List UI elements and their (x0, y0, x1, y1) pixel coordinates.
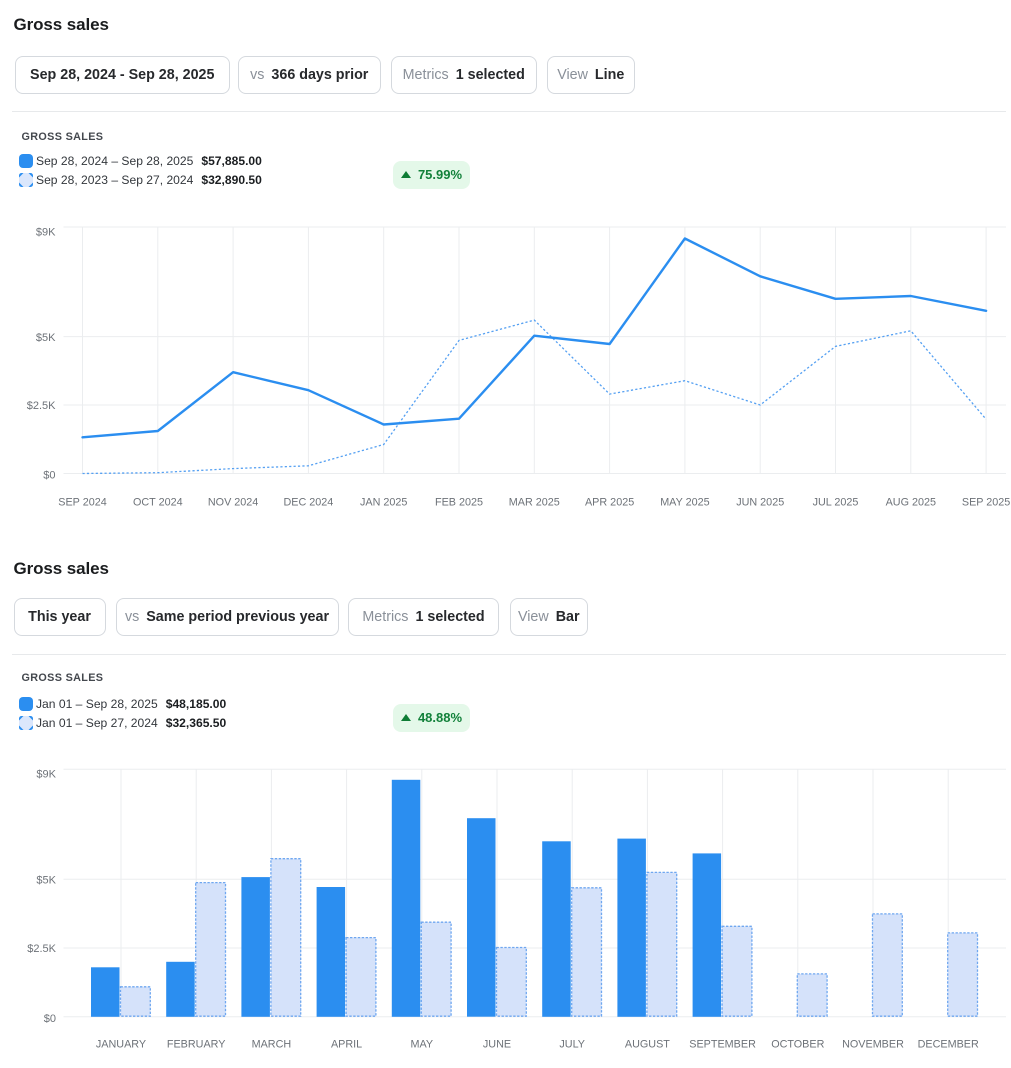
svg-text:FEB 2025: FEB 2025 (435, 497, 483, 509)
svg-text:MAY: MAY (410, 1038, 433, 1050)
svg-text:$5K: $5K (36, 875, 56, 887)
svg-text:SEP 2025: SEP 2025 (962, 497, 1010, 509)
svg-text:DEC 2024: DEC 2024 (283, 497, 333, 509)
svg-text:$0: $0 (44, 1013, 56, 1025)
svg-text:$0: $0 (43, 470, 55, 482)
svg-text:JUL 2025: JUL 2025 (813, 497, 859, 509)
svg-text:JANUARY: JANUARY (96, 1038, 146, 1050)
svg-text:MAY 2025: MAY 2025 (660, 497, 709, 509)
svg-text:$2.5K: $2.5K (27, 943, 56, 955)
svg-text:$9K: $9K (36, 769, 56, 781)
svg-text:JUN 2025: JUN 2025 (736, 497, 784, 509)
svg-text:JAN 2025: JAN 2025 (360, 497, 407, 509)
svg-text:MARCH: MARCH (252, 1038, 292, 1050)
svg-text:AUGUST: AUGUST (625, 1038, 670, 1050)
svg-text:NOV 2024: NOV 2024 (208, 497, 258, 509)
svg-text:SEP 2024: SEP 2024 (58, 497, 106, 509)
svg-text:JUNE: JUNE (483, 1038, 511, 1050)
svg-text:FEBRUARY: FEBRUARY (167, 1038, 226, 1050)
svg-text:JULY: JULY (559, 1038, 585, 1050)
svg-text:SEPTEMBER: SEPTEMBER (689, 1038, 756, 1050)
svg-text:NOVEMBER: NOVEMBER (842, 1038, 904, 1050)
svg-text:$9K: $9K (36, 226, 56, 238)
svg-text:APRIL: APRIL (331, 1038, 362, 1050)
svg-text:APR 2025: APR 2025 (585, 497, 634, 509)
svg-text:OCTOBER: OCTOBER (771, 1038, 824, 1050)
svg-text:MAR 2025: MAR 2025 (509, 497, 560, 509)
svg-text:DECEMBER: DECEMBER (918, 1038, 979, 1050)
svg-text:$5K: $5K (36, 332, 56, 344)
svg-text:AUG 2025: AUG 2025 (886, 497, 936, 509)
svg-text:OCT 2024: OCT 2024 (133, 497, 183, 509)
svg-text:$2.5K: $2.5K (27, 400, 56, 412)
